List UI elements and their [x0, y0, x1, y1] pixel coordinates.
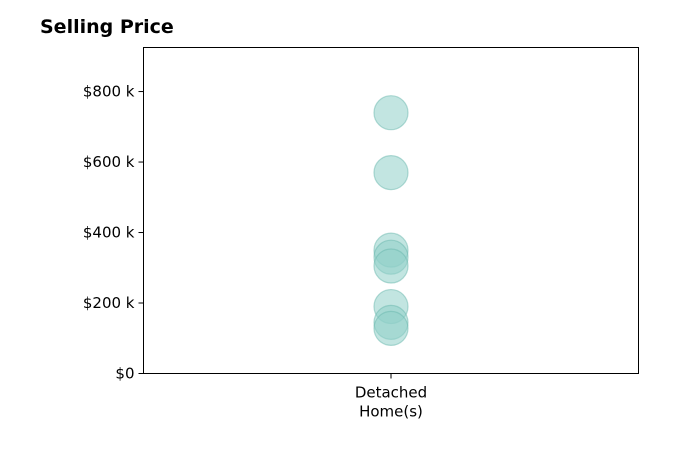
data-point — [373, 155, 409, 191]
data-points — [373, 95, 409, 346]
y-tick-label: $400 k — [83, 224, 135, 242]
chart-title: Selling Price — [40, 16, 174, 38]
y-tick-label: $800 k — [83, 83, 135, 101]
x-axis: Detached Home(s) — [355, 373, 427, 421]
data-point — [373, 310, 409, 346]
y-tick-label: $200 k — [83, 294, 135, 312]
y-tick-label: $0 — [115, 365, 134, 383]
data-point — [373, 95, 409, 131]
x-category-label: Detached Home(s) — [355, 384, 427, 421]
y-axis: $0 $200 k $400 k $600 k $800 k — [83, 83, 144, 383]
data-point — [373, 248, 409, 284]
y-tick-label: $600 k — [83, 153, 135, 171]
